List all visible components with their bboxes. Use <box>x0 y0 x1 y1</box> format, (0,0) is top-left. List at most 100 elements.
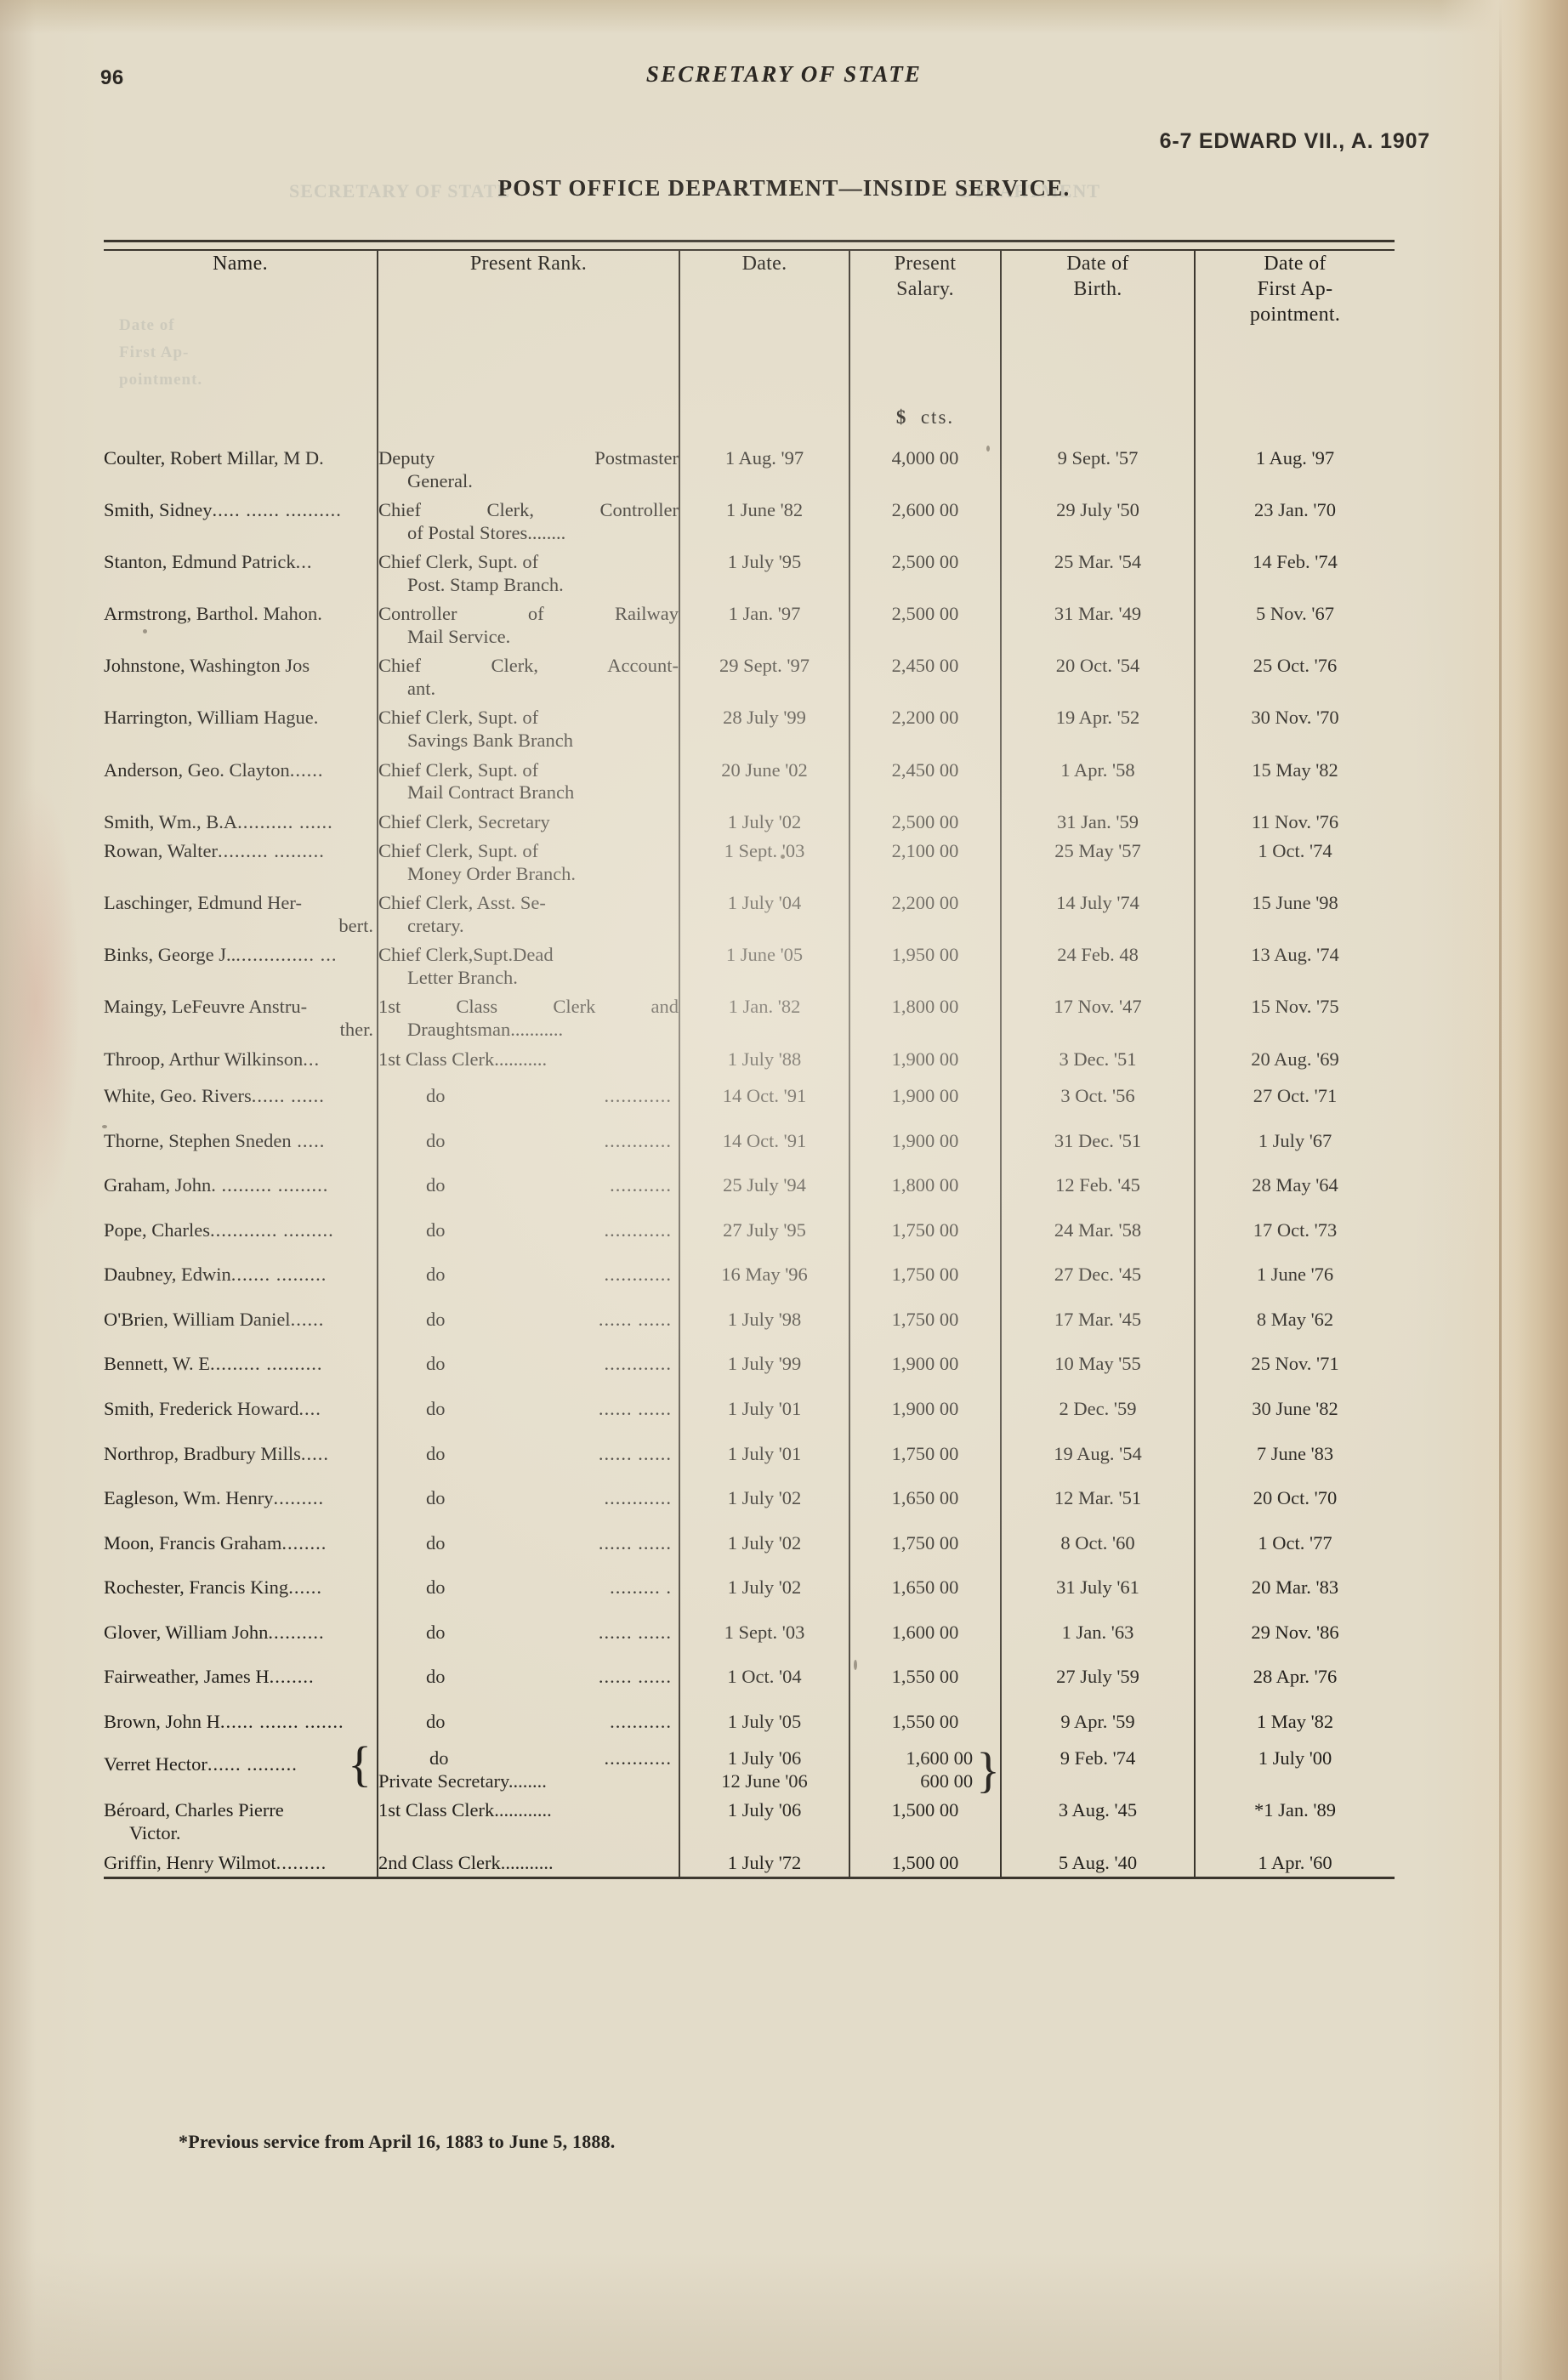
present-salary: 1,600 00 <box>906 1747 974 1769</box>
cell-date-of-birth: 9 Feb. '74 <box>1000 1743 1195 1796</box>
date-of-first-appointment: 17 Oct. '73 <box>1253 1218 1338 1241</box>
cell-date-of-birth: 31 July '61 <box>1000 1565 1195 1610</box>
cell-date-of-birth: 1 Apr. '58 <box>1000 754 1195 807</box>
present-salary: 1,750 00 <box>891 1264 959 1286</box>
column-header-date-of-first-appointment: Date of First Ap- pointment. <box>1194 251 1395 406</box>
table-header: Name. Present Rank. Date. Present Salary… <box>104 251 1395 406</box>
cell-first-appointment: 28 Apr. '76 <box>1194 1654 1395 1699</box>
employee-name: Stanton, Edmund Patrick... <box>104 551 313 573</box>
date-of-birth: 20 Oct. '54 <box>1055 655 1140 677</box>
rank-ditto: do <box>426 1576 446 1599</box>
present-rank-continued: General. <box>407 469 473 491</box>
employee-name: Pope, Charles............ ......... <box>104 1218 334 1241</box>
dot-leader: ......... .......... <box>210 1353 323 1375</box>
cell-present-rank: do............ <box>377 1117 679 1163</box>
cell-date-of-birth: 5 Aug. '40 <box>1000 1847 1195 1877</box>
table-row: Smith, Wm., B.A.......... ...... Chief Cl… <box>104 806 1395 837</box>
cell-name: Glover, William John.......... <box>104 1610 378 1655</box>
rank-secondary: Private Secretary........ <box>378 1769 547 1792</box>
cell-present-rank: Controller of Railway Mail Service. <box>377 599 679 651</box>
cell-present-salary: 1,950 00 <box>849 940 1001 992</box>
cell-first-appointment: 7 June '83 <box>1194 1430 1395 1476</box>
dot-leader: ..... <box>300 1442 329 1464</box>
cell-present-rank: do............ Private Secretary........ <box>377 1743 679 1796</box>
dot-leader: ............ <box>604 1747 672 1769</box>
cell-date: 1 July '98 <box>679 1296 849 1342</box>
employee-name: White, Geo. Rivers...... ...... <box>104 1085 325 1107</box>
currency-unit-label: $ cts. <box>849 406 1001 443</box>
date-of-first-appointment: 1 Oct. '77 <box>1258 1531 1332 1554</box>
table-row: Béroard, Charles Pierre Victor. 1st Class … <box>104 1795 1395 1848</box>
dot-leader: ........... <box>610 1710 672 1732</box>
date-of-first-appointment: 15 May '82 <box>1252 758 1338 781</box>
currency-spacer <box>1194 406 1395 443</box>
cell-name: Stanton, Edmund Patrick... <box>104 547 378 599</box>
cell-present-rank: do ...... ...... <box>377 1430 679 1476</box>
paper-speck <box>102 1125 107 1128</box>
cell-name: Fairweather, James H........ <box>104 1654 378 1699</box>
cell-date-of-birth: 29 July '50 <box>1000 495 1195 548</box>
table-row: Verret Hector...... .........{do........… <box>104 1740 1395 1796</box>
cell-first-appointment: 20 Mar. '83 <box>1194 1565 1395 1610</box>
cell-present-salary: 1,650 00 <box>849 1475 1001 1520</box>
dot-leader: ... <box>303 1048 321 1070</box>
cell-first-appointment: 30 June '82 <box>1194 1385 1395 1431</box>
cell-present-rank: do........... <box>377 1162 679 1207</box>
date-of-birth: 3 Dec. '51 <box>1059 1048 1137 1070</box>
cell-present-salary: 1,550 00 <box>849 1698 1001 1744</box>
currency-spacer <box>104 406 378 443</box>
date-of-birth: 27 Dec. '45 <box>1054 1264 1142 1286</box>
cell-present-salary: 1,900 00 <box>849 1117 1001 1163</box>
dot-leader: ... <box>295 551 313 573</box>
present-rank: Chief Clerk,Supt.Dead <box>378 944 554 966</box>
rank-date: 1 Oct. '04 <box>727 1666 802 1688</box>
dot-leader: ...... <box>290 1308 325 1330</box>
present-salary: 2,450 00 <box>891 655 959 677</box>
cell-name: Anderson, Geo. Clayton...... <box>104 755 378 807</box>
cell-first-appointment: 11 Nov. '76 <box>1194 806 1395 837</box>
rank-date: 1 July '01 <box>727 1397 802 1419</box>
cell-date: 1 June '82 <box>679 495 849 548</box>
present-rank: 1st Class Clerk and <box>378 996 679 1018</box>
date-of-birth: 3 Oct. '56 <box>1060 1085 1135 1107</box>
cell-name: Rowan, Walter......... ......... <box>104 836 378 888</box>
date-of-first-appointment: 5 Nov. '67 <box>1256 603 1334 625</box>
rank-ditto: do <box>426 1710 446 1732</box>
cell-date-of-birth: 3 Aug. '45 <box>1000 1795 1195 1848</box>
cell-date: 1 July '01 <box>679 1430 849 1476</box>
cell-date: 28 July '99 <box>679 702 849 755</box>
dot-leader: ..... ...... .......... <box>212 499 342 521</box>
date-of-birth: 25 May '57 <box>1054 840 1141 862</box>
employee-name: Daubney, Edwin....... ......... <box>104 1264 327 1286</box>
cell-date-of-birth: 9 Sept. '57 <box>1000 443 1195 496</box>
rank-date: 1 July '95 <box>727 551 802 573</box>
cell-first-appointment: 27 Oct. '71 <box>1194 1073 1395 1118</box>
cell-name: Griffin, Henry Wilmot......... <box>104 1848 378 1877</box>
rank-date: 1 July '02 <box>727 810 802 832</box>
date-of-first-appointment: 7 June '83 <box>1256 1442 1334 1464</box>
cell-present-rank: 1st Class Clerk........... <box>377 1043 679 1074</box>
present-salary: 1,750 00 <box>891 1218 959 1241</box>
rank-ditto: do <box>426 1487 446 1509</box>
cell-first-appointment: 25 Nov. '71 <box>1194 1341 1395 1386</box>
employee-name-continued: bert. <box>338 914 373 936</box>
cell-date-of-birth: 12 Mar. '51 <box>1000 1475 1195 1520</box>
cell-present-rank: 1st Class Clerk and Draughtsman..........… <box>377 991 679 1044</box>
cell-first-appointment: 1 Oct. '74 <box>1194 836 1395 889</box>
cell-present-salary: 1,750 00 <box>849 1207 1001 1252</box>
dot-leader: ......... . <box>610 1576 672 1599</box>
cell-date-of-birth: 8 Oct. '60 <box>1000 1519 1195 1565</box>
dot-leader: ........ <box>269 1666 315 1688</box>
cell-present-salary: 2,500 00 <box>849 806 1001 837</box>
rank-date: 1 June '82 <box>725 499 804 521</box>
cell-date-of-birth: 27 Dec. '45 <box>1000 1252 1195 1297</box>
present-salary: 2,500 00 <box>891 551 959 573</box>
cell-name: O'Brien, William Daniel...... <box>104 1297 378 1342</box>
cell-name: Bennett, W. E......... .......... <box>104 1341 378 1386</box>
date-of-first-appointment: 25 Oct. '76 <box>1253 655 1338 677</box>
employee-name: Graham, John. ......... ......... <box>104 1174 329 1196</box>
rank-date: 20 June '02 <box>721 758 808 781</box>
present-rank-continued: Letter Branch. <box>407 966 518 988</box>
date-of-birth: 29 July '50 <box>1056 499 1139 521</box>
